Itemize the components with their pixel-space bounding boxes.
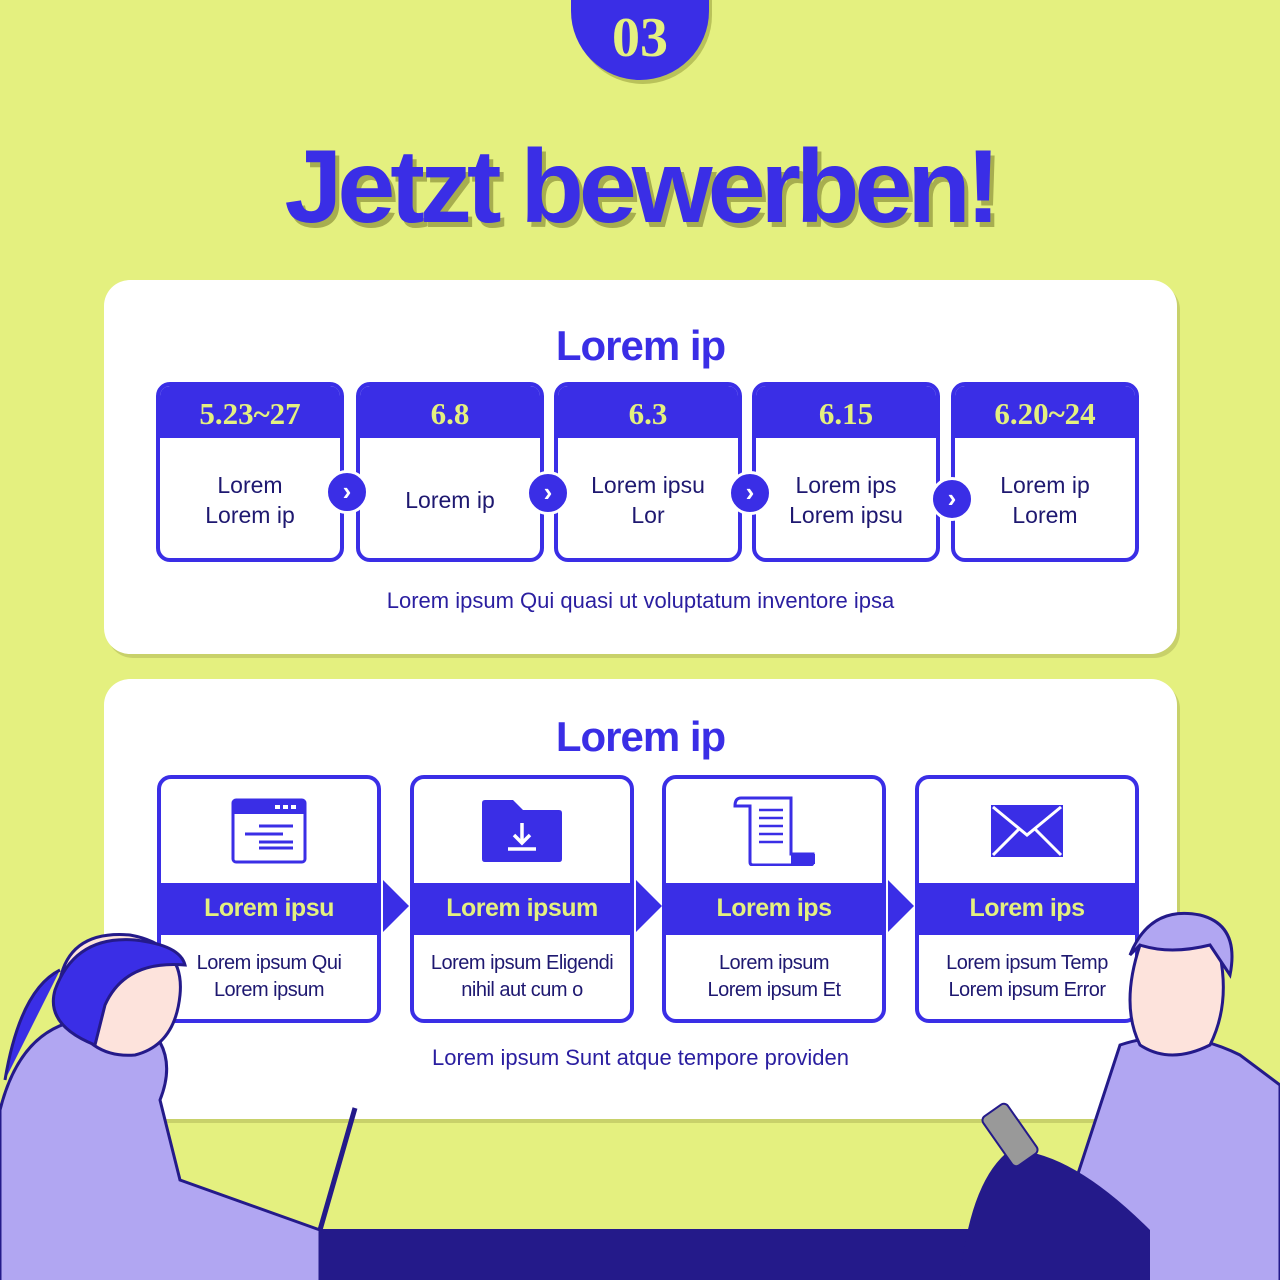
schedule-step: 5.23~27 Lorem Lorem ip <box>156 382 344 562</box>
folder-download-icon <box>482 800 562 862</box>
schedule-step: 6.20~24 Lorem ip Lorem <box>951 382 1139 562</box>
arrow-right-icon <box>383 880 409 932</box>
step-text: Lorem ipsu Lor <box>591 472 705 528</box>
step-title: Lorem ipsu <box>161 883 377 935</box>
arrow-right-icon <box>636 880 662 932</box>
step-date: 6.20~24 <box>955 386 1135 438</box>
process-card: Lorem ip Lorem ipsu Lorem ipsum Qui Lore… <box>104 679 1177 1119</box>
chevron-right-icon: › <box>325 470 369 514</box>
schedule-card: Lorem ip 5.23~27 Lorem Lorem ip 6.8 Lorem … <box>104 280 1177 654</box>
step-text: Lorem ip Lorem <box>1000 472 1090 528</box>
browser-window-icon <box>231 798 307 864</box>
step-text: Lorem ipsum Lorem ipsum Et <box>707 952 841 1001</box>
step-text: Lorem ipsum Eligendi nihil aut cum o <box>430 952 614 1001</box>
envelope-icon <box>991 805 1063 857</box>
step-title: Lorem ips <box>919 883 1135 935</box>
process-note: Lorem ipsum Sunt atque tempore providen <box>431 1045 849 1070</box>
man-with-phone-illustration <box>960 911 1280 1280</box>
step-date: 6.15 <box>756 386 936 438</box>
step-text: Lorem ip <box>405 487 495 513</box>
chevron-right-icon: › <box>728 471 772 515</box>
step-title: Lorem ips <box>666 883 882 935</box>
schedule-step: 6.8 Lorem ip <box>356 382 544 562</box>
page-title: Jetzt bewerben! <box>284 129 1001 245</box>
process-heading: Lorem ip <box>555 713 726 760</box>
schedule-step: 6.3 Lorem ipsu Lor <box>554 382 742 562</box>
process-step: Lorem ips Lorem ipsum Temp Lorem ipsum E… <box>915 775 1139 1023</box>
step-text: Lorem ipsum Qui Lorem ipsum <box>196 952 342 1001</box>
chevron-right-icon: › <box>930 477 974 521</box>
schedule-step: 6.15 Lorem ips Lorem ipsu <box>752 382 940 562</box>
process-step: Lorem ips Lorem ipsum Lorem ipsum Et <box>662 775 886 1023</box>
step-number-badge: 03 <box>571 0 709 80</box>
step-text: Lorem Lorem ip <box>205 472 295 528</box>
step-title: Lorem ipsum <box>414 883 630 935</box>
process-step: Lorem ipsum Lorem ipsum Eligendi nihil a… <box>410 775 634 1023</box>
step-date: 5.23~27 <box>160 386 340 438</box>
schedule-heading: Lorem ip <box>555 322 726 369</box>
chevron-right-icon: › <box>526 471 570 515</box>
arrow-right-icon <box>888 880 914 932</box>
step-text: Lorem ips Lorem ipsu <box>789 472 903 528</box>
step-text: Lorem ipsum Temp Lorem ipsum Error <box>946 952 1108 1001</box>
woman-with-laptop-illustration <box>0 933 358 1280</box>
step-date: 6.3 <box>558 386 738 438</box>
process-step: Lorem ipsu Lorem ipsum Qui Lorem ipsum <box>157 775 381 1023</box>
schedule-note: Lorem ipsum Qui quasi ut voluptatum inve… <box>386 588 895 613</box>
step-date: 6.8 <box>360 386 540 438</box>
document-scroll-icon <box>733 796 815 866</box>
